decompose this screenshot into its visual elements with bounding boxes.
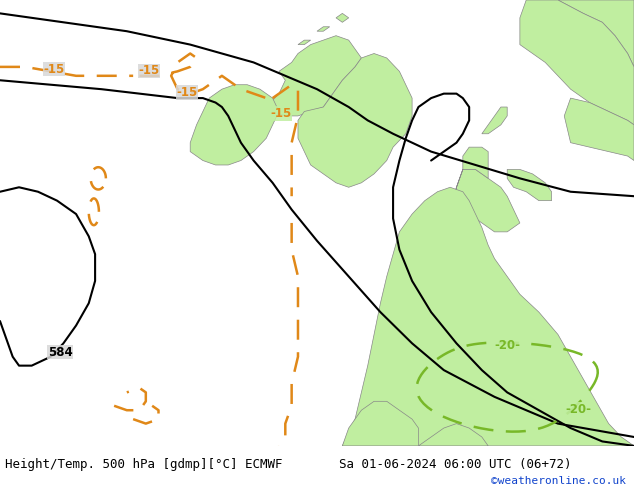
Text: 584: 584	[48, 346, 73, 359]
Text: -20-: -20-	[565, 403, 592, 416]
Polygon shape	[298, 53, 412, 187]
Text: -20-: -20-	[494, 339, 521, 352]
Polygon shape	[342, 401, 418, 446]
Polygon shape	[564, 98, 634, 161]
Text: -15: -15	[176, 86, 198, 99]
Text: Sa 01-06-2024 06:00 UTC (06+72): Sa 01-06-2024 06:00 UTC (06+72)	[339, 458, 572, 471]
Polygon shape	[520, 0, 634, 125]
Polygon shape	[482, 107, 507, 134]
Text: -15: -15	[138, 64, 160, 77]
Polygon shape	[298, 40, 311, 45]
Polygon shape	[266, 36, 361, 116]
Polygon shape	[456, 170, 520, 232]
Text: ©weatheronline.co.uk: ©weatheronline.co.uk	[491, 476, 626, 486]
Text: -15: -15	[43, 63, 65, 75]
Polygon shape	[190, 85, 279, 165]
Polygon shape	[336, 13, 349, 22]
Polygon shape	[317, 27, 330, 31]
Polygon shape	[342, 187, 634, 446]
Text: Height/Temp. 500 hPa [gdmp][°C] ECMWF: Height/Temp. 500 hPa [gdmp][°C] ECMWF	[5, 458, 283, 471]
Polygon shape	[418, 423, 488, 446]
Text: -15: -15	[270, 107, 292, 120]
Polygon shape	[558, 0, 634, 67]
Polygon shape	[507, 170, 552, 201]
Polygon shape	[444, 147, 488, 201]
